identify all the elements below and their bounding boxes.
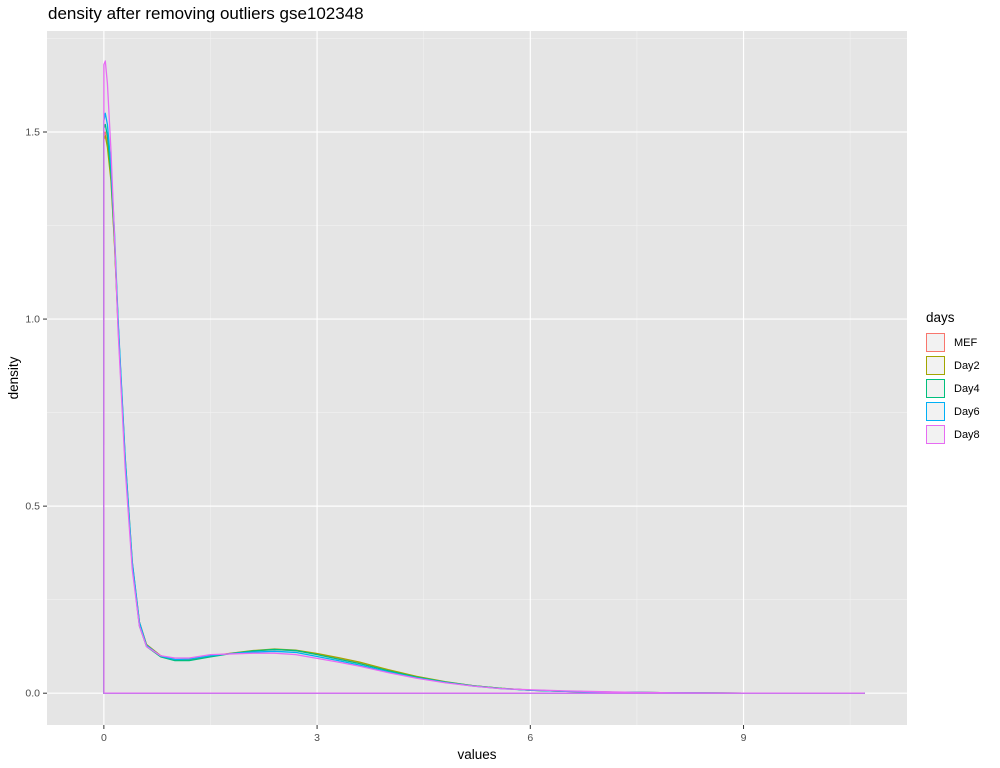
legend-title: days [926,310,955,325]
legend: days MEF Day2 Day4 Day6 Day8 [926,310,980,446]
x-axis: 0 3 6 9 [101,725,747,744]
plot-panel [47,31,907,725]
legend-label: Day6 [954,405,980,418]
legend-label: Day8 [954,428,980,441]
legend-item-day8: Day8 [926,423,980,446]
series-lines [103,60,866,694]
y-tick-label: 0.5 [25,501,40,513]
legend-label: MEF [954,336,978,349]
x-tick-label: 6 [527,732,533,744]
x-axis-title: values [457,747,496,762]
legend-item-day2: Day2 [926,354,980,377]
x-tick-label: 3 [314,732,320,744]
x-tick-label: 0 [101,732,107,744]
minor-gridlines [47,31,907,725]
legend-item-day4: Day4 [926,377,980,400]
legend-key [926,356,945,375]
legend-item-day6: Day6 [926,400,980,423]
legend-items: MEF Day2 Day4 Day6 Day8 [926,331,980,446]
y-axis-title: density [6,356,21,399]
chart-title: density after removing outliers gse10234… [48,4,364,23]
legend-key [926,402,945,421]
x-tick-label: 9 [741,732,747,744]
density-line-day8 [103,60,866,694]
legend-label: Day4 [954,382,980,395]
legend-key [926,425,945,444]
legend-key [926,333,945,352]
y-tick-label: 1.5 [25,127,40,139]
legend-key [926,379,945,398]
legend-item-mef: MEF [926,331,980,354]
y-tick-label: 1.0 [25,314,40,326]
legend-label: Day2 [954,359,980,372]
y-tick-label: 0.0 [25,688,40,700]
y-axis: 0.0 0.5 1.0 1.5 [25,127,47,700]
